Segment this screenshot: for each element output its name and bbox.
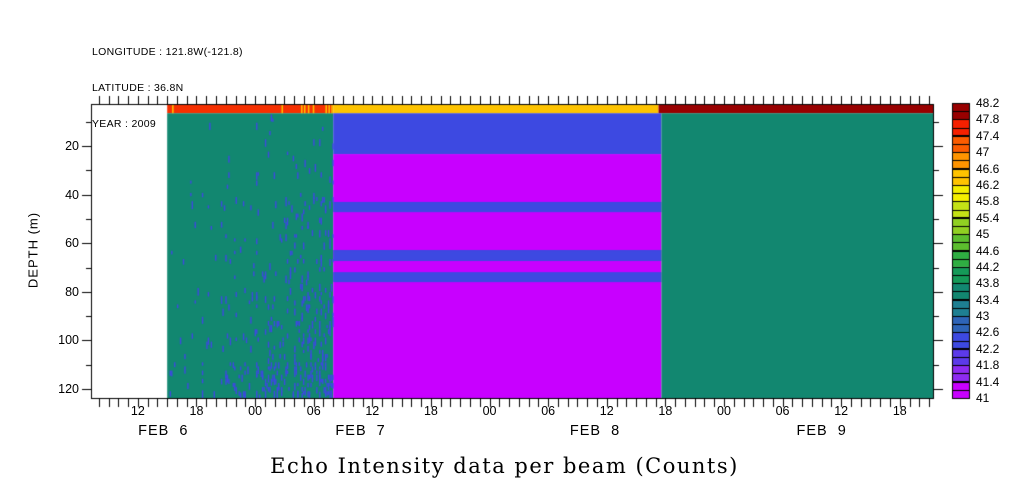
y-axis-tick-label: 60 <box>65 236 79 251</box>
x-axis-hour-label: 12 <box>834 404 849 418</box>
y-axis-title: DEPTH (m) <box>25 211 41 289</box>
x-axis-hour-label: 00 <box>717 404 731 418</box>
y-axis-tick-label: 40 <box>65 187 79 202</box>
metadata-block: LONGITUDE : 121.8W(-121.8) LATITUDE : 36… <box>92 22 243 154</box>
x-axis-hour-label: 12 <box>365 404 380 418</box>
x-axis-hour-label: 00 <box>482 404 497 418</box>
x-axis-hour-label: 06 <box>541 404 556 418</box>
x-axis-hour-label: 06 <box>306 404 321 418</box>
x-axis-date-label: FEB 8 <box>569 423 621 439</box>
colorbar-tick-label: 46.2 <box>976 177 1000 192</box>
colorbar-tick-label: 46.6 <box>976 161 1000 176</box>
x-axis-hour-label: 18 <box>423 404 438 418</box>
colorbar-tick-label: 43.8 <box>976 276 1000 291</box>
x-axis-hour-label: 18 <box>892 404 907 418</box>
x-axis-date-label: FEB 9 <box>796 423 847 439</box>
x-axis-hour-label: 18 <box>189 404 204 418</box>
year-label: YEAR : 2009 <box>92 118 157 130</box>
colorbar-tick-label: 43.4 <box>976 292 1000 307</box>
colorbar-tick-label: 42.2 <box>976 341 1000 356</box>
latitude-label: LATITUDE : 36.8N <box>92 82 184 94</box>
colorbar-tick-label: 41.4 <box>976 374 1000 389</box>
colorbar-tick-label: 47 <box>976 145 990 160</box>
x-axis-date-label: FEB 6 <box>138 423 189 439</box>
y-axis-tick-label: 100 <box>58 333 79 348</box>
y-axis-tick-label: 20 <box>65 139 79 154</box>
chart-title: Echo Intensity data per beam (Counts) <box>270 454 739 478</box>
x-axis-hour-label: 12 <box>130 404 145 418</box>
y-axis-tick-label: 120 <box>58 382 79 396</box>
colorbar-tick-label: 47.4 <box>976 128 1000 143</box>
colorbar-tick-label: 44.6 <box>976 243 1000 258</box>
x-axis-hour-label: 06 <box>775 404 790 418</box>
y-axis-tick-label: 80 <box>65 284 79 299</box>
colorbar-tick-label: 43 <box>976 309 990 324</box>
colorbar-tick-label: 44.2 <box>976 259 1000 274</box>
colorbar-tick-label: 42.6 <box>976 325 1000 340</box>
colorbar-tick-label: 48.2 <box>976 96 1000 110</box>
x-axis-hour-label: 00 <box>248 404 263 418</box>
colorbar-tick-label: 41.8 <box>976 358 1000 373</box>
longitude-label: LONGITUDE : 121.8W(-121.8) <box>92 46 243 58</box>
colorbar-tick-label: 47.8 <box>976 112 1000 127</box>
colorbar-tick-label: 41 <box>976 391 990 405</box>
x-axis-hour-label: 18 <box>658 404 673 418</box>
x-axis-date-label: FEB 7 <box>335 423 386 439</box>
x-axis-hour-label: 12 <box>599 404 614 418</box>
colorbar-tick-label: 45 <box>976 227 990 242</box>
colorbar-tick-label: 45.8 <box>976 194 1000 209</box>
colorbar-tick-label: 45.4 <box>976 210 1000 225</box>
